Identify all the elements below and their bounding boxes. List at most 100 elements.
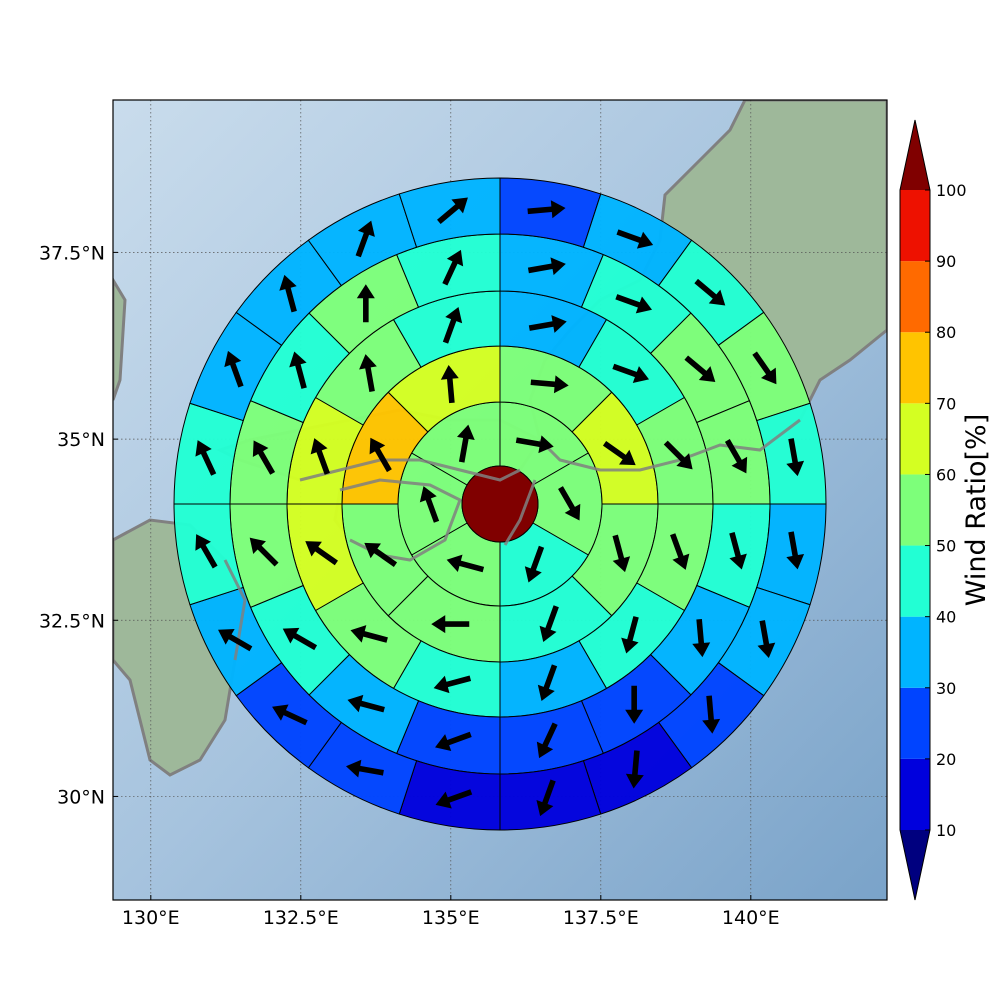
wind-arrow — [272, 704, 308, 726]
wind-arrow — [279, 274, 297, 313]
wind-arrow — [457, 424, 475, 463]
colorbar-tick-label: 70 — [936, 394, 956, 413]
colorbar-tick-label: 10 — [936, 821, 956, 840]
wind-arrow — [692, 618, 711, 658]
wind-arrow — [224, 350, 244, 388]
wind-arrow — [252, 440, 276, 475]
wind-arrow — [195, 534, 218, 569]
wind-arrow — [537, 664, 558, 702]
colorbar: 10 20 30 40 50 60 70 80 90 100 — [899, 119, 967, 901]
colorbar-bin — [900, 332, 930, 404]
colorbar-tick-label: 30 — [936, 679, 956, 698]
wind-arrow — [433, 675, 472, 694]
colorbar-extend-over — [900, 120, 930, 190]
wind-arrow — [684, 355, 716, 383]
wind-arrow — [435, 789, 473, 809]
wind-arrow — [752, 351, 777, 385]
colorbar-tick-label: 60 — [936, 465, 956, 484]
wind-arrow — [724, 439, 748, 474]
wind-arrow — [612, 363, 650, 383]
x-tick-label: 135°E — [422, 907, 480, 929]
y-tick-label: 32.5°N — [39, 610, 105, 632]
wind-arrow — [602, 441, 636, 466]
colorbar-tick-label: 90 — [936, 252, 956, 271]
wind-arrow — [359, 354, 377, 393]
plot-frame — [112, 99, 888, 901]
y-tick-label: 30°N — [57, 786, 105, 808]
wind-arrow — [625, 750, 644, 789]
wind-arrow — [289, 351, 307, 389]
colorbar-bin — [900, 261, 930, 333]
wind-arrow — [702, 695, 721, 734]
colorbar-tick-label: 20 — [936, 750, 956, 769]
wind-arrow — [558, 486, 581, 521]
arrows — [195, 197, 805, 817]
sectors — [173, 177, 827, 831]
wind-arrow — [670, 533, 690, 570]
colorbar-bin — [900, 616, 930, 688]
wind-arrow — [431, 615, 470, 634]
colorbar-tick-label: 50 — [936, 537, 956, 556]
wind-arrow — [539, 605, 559, 642]
wind-arrow — [350, 625, 388, 643]
wind-arrow — [249, 537, 279, 567]
axes: 130°E 132.5°E 135°E 137.5°E 140°E 30°N 32.5°N 3… — [39, 242, 780, 929]
x-tick-label: 130°E — [122, 907, 180, 929]
colorbar-bin — [900, 403, 930, 475]
colorbar-bin — [900, 758, 930, 830]
wind-arrow — [527, 257, 566, 276]
wind-arrow — [515, 435, 554, 454]
colorbar-bin — [900, 545, 930, 617]
wind-arrow — [694, 278, 726, 306]
colorbar-tick-label: 100 — [936, 181, 967, 200]
colorbar-bin — [900, 474, 930, 546]
wind-arrow — [218, 628, 253, 652]
y-tick-label: 35°N — [57, 429, 105, 451]
wind-arrow — [355, 220, 375, 258]
wind-arrow — [282, 627, 318, 651]
x-tick-label: 132.5°E — [263, 907, 339, 929]
y-tick-label: 37.5°N — [39, 242, 105, 264]
wind-arrow — [615, 294, 653, 314]
wind-arrow — [612, 534, 631, 573]
wind-arrow — [530, 375, 569, 394]
x-tick-label: 137.5°E — [563, 907, 639, 929]
wind-arrow — [442, 306, 463, 344]
wind-arrow — [347, 694, 385, 713]
wind-arrow — [435, 731, 472, 752]
wind-arrow — [356, 284, 375, 323]
wind-arrow — [440, 364, 459, 404]
wind-arrow — [528, 315, 567, 333]
wind-arrow — [536, 722, 558, 759]
wind-arrow — [757, 620, 776, 659]
x-tick-label: 140°E — [722, 907, 780, 929]
wind-arrow — [437, 197, 468, 225]
colorbar-label: Wind Ratio[%] — [961, 414, 992, 606]
wind-arrow — [663, 440, 693, 470]
wind-arrow — [442, 249, 464, 286]
wind-arrow — [786, 438, 805, 477]
wind-arrow — [536, 779, 556, 817]
wind-arrow — [729, 532, 747, 570]
wind-arrow — [621, 616, 639, 654]
wind-arrow — [625, 685, 644, 724]
wind-arrow — [345, 759, 384, 778]
wind-arrow — [364, 542, 398, 567]
colorbar-tick-label: 80 — [936, 323, 956, 342]
coastline — [223, 418, 801, 661]
wind-arrow — [786, 531, 805, 570]
colorbar-extend-under — [900, 830, 930, 900]
colorbar-bin — [900, 190, 930, 262]
wind-arrow — [195, 440, 217, 476]
wind-arrow — [419, 486, 440, 523]
wind-arrow — [527, 200, 566, 219]
colorbar-bin — [900, 687, 930, 759]
wind-arrow — [524, 545, 545, 583]
wind-arrow — [305, 541, 338, 566]
wind-arrow — [369, 437, 392, 473]
land-korea — [113, 277, 127, 401]
wind-arrow — [310, 438, 330, 475]
wind-arrow — [616, 229, 654, 249]
wind-arrow — [446, 554, 485, 573]
